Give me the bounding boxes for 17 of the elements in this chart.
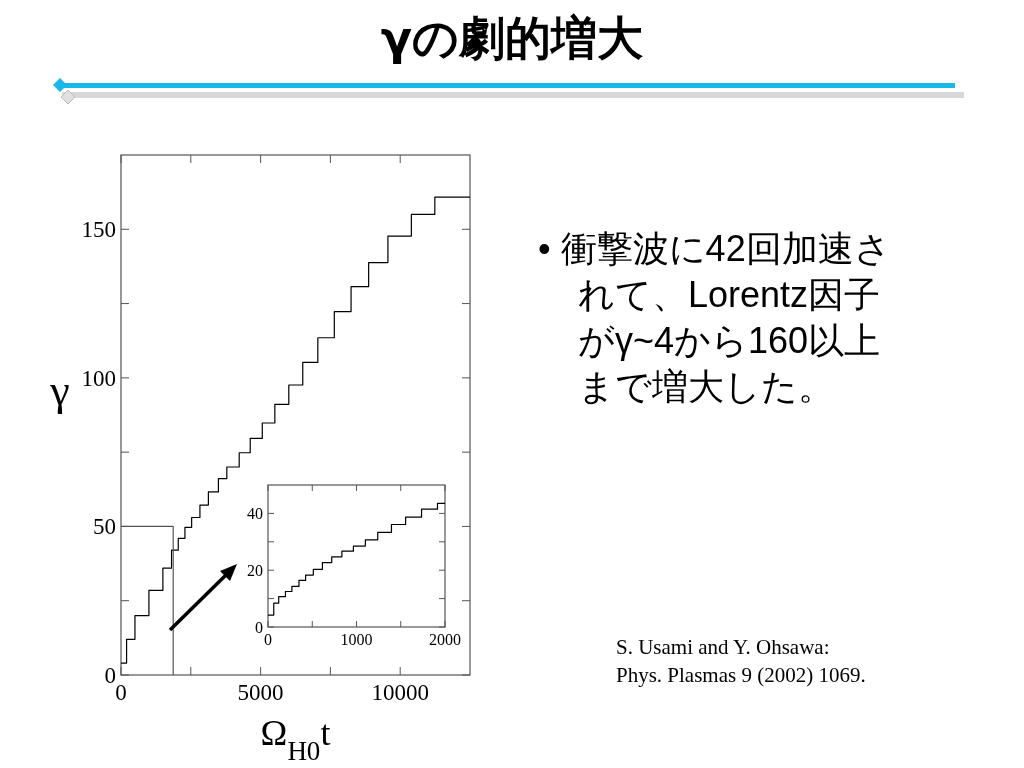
text: Phys. Plasmas 9 (2002) 1069.	[616, 662, 866, 689]
text: S. Usami and Y. Ohsawa:	[616, 634, 831, 661]
y-tick-label: 40	[247, 505, 263, 522]
y-tick-label: 100	[81, 365, 116, 391]
y-tick-label: 50	[93, 514, 116, 540]
x-tick-label: 1000	[340, 631, 373, 648]
y-tick-label: 0	[104, 663, 116, 689]
text: • 衝撃波に42回加速されて、Lorentz因子がγ~4から160以上まで増大した。	[538, 227, 892, 409]
x-tick-label: 5000	[237, 680, 284, 705]
x-tick-label: 2000	[429, 631, 461, 648]
x-tick-label: 10000	[371, 680, 429, 705]
y-tick-label: 20	[247, 561, 263, 579]
x-axis-title: Ω$_{H0}$t	[260, 713, 331, 766]
y-tick-label: 0	[255, 618, 263, 636]
y-tick-label: 150	[81, 217, 116, 243]
y-axis-title: γ	[49, 366, 70, 415]
chart-title: γの劇的増大	[379, 10, 645, 67]
